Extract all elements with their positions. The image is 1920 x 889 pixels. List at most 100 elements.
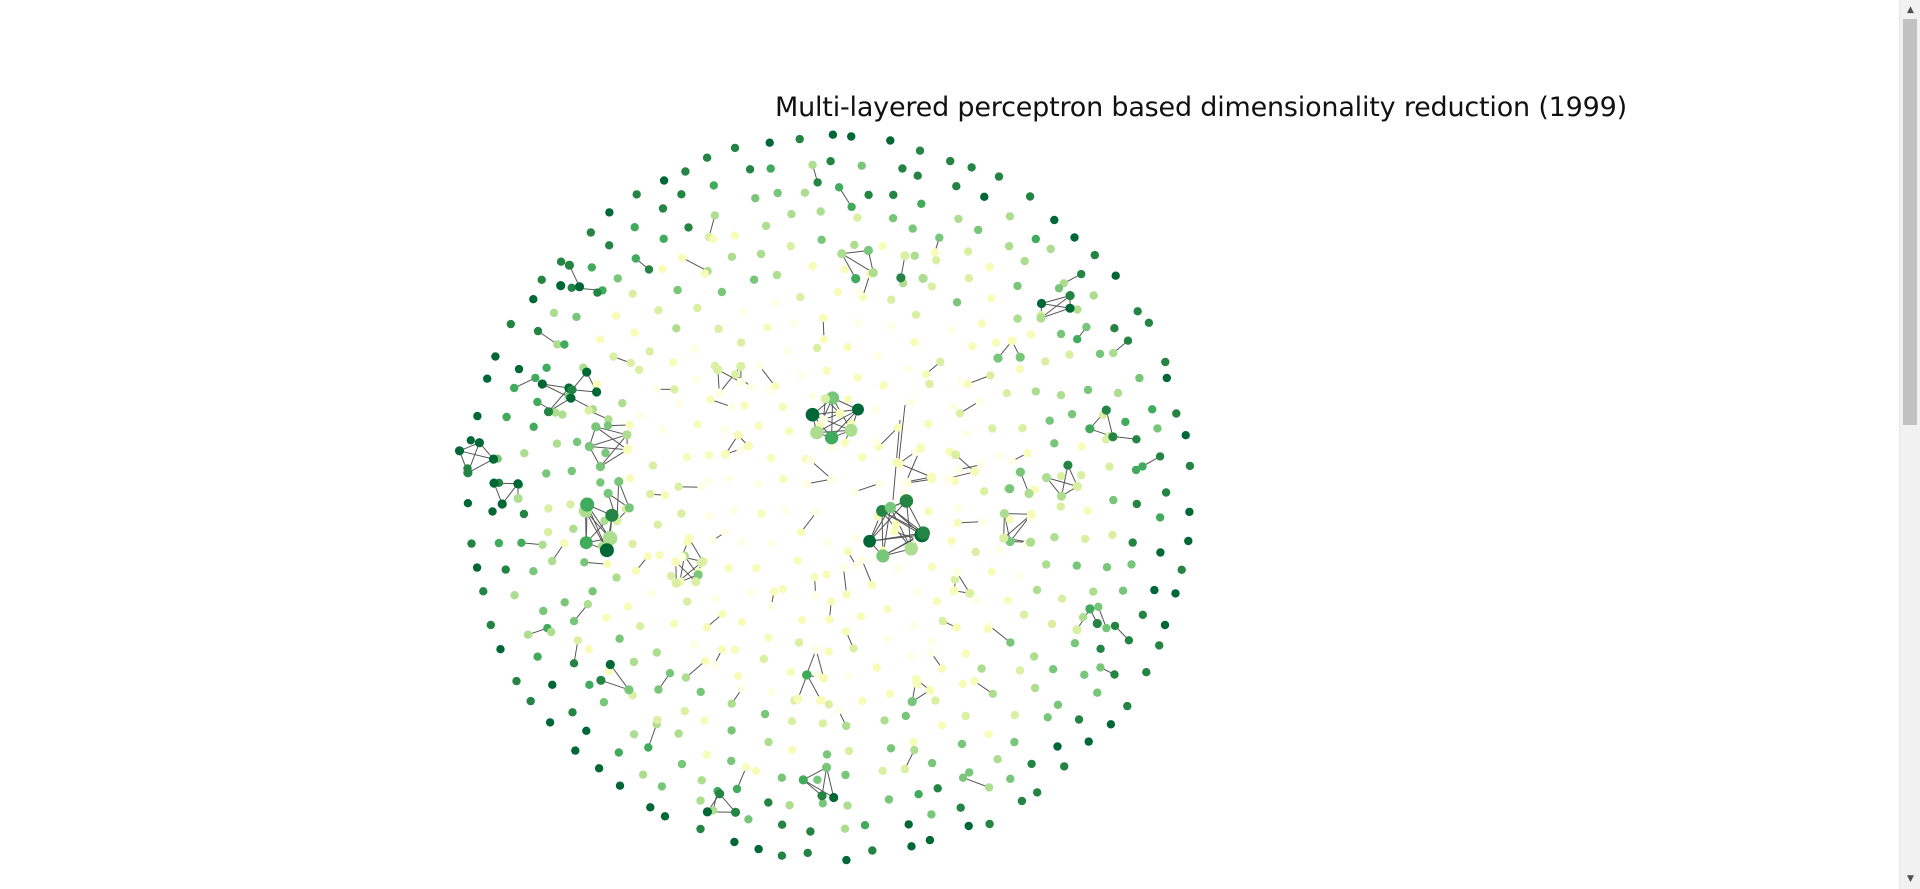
graph-node-414[interactable] bbox=[947, 325, 957, 334]
graph-node-206[interactable] bbox=[1094, 602, 1103, 611]
graph-node-280[interactable] bbox=[1109, 495, 1118, 505]
graph-node-89[interactable] bbox=[857, 161, 866, 170]
graph-node-736[interactable] bbox=[454, 446, 465, 456]
graph-node-403[interactable] bbox=[727, 699, 736, 708]
graph-node-225[interactable] bbox=[677, 759, 687, 769]
graph-node-587[interactable] bbox=[736, 445, 745, 455]
graph-node-625[interactable] bbox=[736, 377, 746, 387]
graph-node-330[interactable] bbox=[1026, 330, 1036, 339]
graph-node-463[interactable] bbox=[718, 609, 727, 619]
graph-node-200[interactable] bbox=[1132, 435, 1141, 444]
graph-node-75[interactable] bbox=[549, 308, 559, 318]
graph-node-389[interactable] bbox=[1019, 610, 1029, 619]
graph-node-60[interactable] bbox=[646, 803, 655, 812]
graph-node-404[interactable] bbox=[696, 687, 705, 697]
graph-node-728[interactable] bbox=[817, 791, 827, 801]
graph-node-469[interactable] bbox=[660, 491, 670, 500]
graph-node-88[interactable] bbox=[826, 157, 835, 166]
graph-node-593[interactable] bbox=[757, 509, 766, 518]
graph-node-180[interactable] bbox=[751, 194, 760, 203]
graph-node-426[interactable] bbox=[1003, 596, 1012, 605]
graph-node-119[interactable] bbox=[1053, 742, 1062, 751]
graph-node-607[interactable] bbox=[822, 570, 831, 579]
graph-node-94[interactable] bbox=[1005, 212, 1015, 221]
graph-node-112[interactable] bbox=[1138, 610, 1148, 619]
graph-node-631[interactable] bbox=[603, 488, 613, 498]
graph-node-735[interactable] bbox=[463, 468, 473, 478]
graph-node-747[interactable] bbox=[567, 385, 577, 395]
graph-node-216[interactable] bbox=[914, 790, 923, 799]
graph-node-205[interactable] bbox=[1118, 586, 1128, 595]
graph-node-545[interactable] bbox=[913, 587, 922, 597]
graph-node-150[interactable] bbox=[502, 412, 511, 422]
graph-node-513[interactable] bbox=[794, 638, 804, 647]
graph-node-677[interactable] bbox=[999, 508, 1010, 519]
graph-node-634[interactable] bbox=[599, 543, 614, 558]
graph-node-30[interactable] bbox=[1161, 357, 1170, 367]
graph-node-54[interactable] bbox=[803, 848, 812, 858]
graph-node-307[interactable] bbox=[566, 500, 575, 509]
graph-node-381[interactable] bbox=[1031, 387, 1041, 396]
graph-node-685[interactable] bbox=[1065, 291, 1075, 301]
graph-node-14[interactable] bbox=[765, 138, 774, 147]
graph-node-82[interactable] bbox=[677, 190, 686, 199]
graph-node-468[interactable] bbox=[653, 520, 662, 529]
graph-node-111[interactable] bbox=[1150, 585, 1159, 595]
graph-node-209[interactable] bbox=[1080, 670, 1089, 679]
graph-node-550[interactable] bbox=[797, 616, 807, 625]
graph-node-514[interactable] bbox=[764, 633, 773, 642]
graph-node-55[interactable] bbox=[777, 851, 787, 860]
graph-node-618[interactable] bbox=[875, 479, 884, 488]
graph-node-485[interactable] bbox=[936, 357, 945, 367]
graph-node-478[interactable] bbox=[789, 319, 799, 328]
graph-node-543[interactable] bbox=[947, 536, 956, 545]
graph-node-167[interactable] bbox=[551, 408, 560, 417]
graph-node-479[interactable] bbox=[819, 335, 829, 344]
graph-node-580[interactable] bbox=[810, 572, 819, 582]
graph-node-96[interactable] bbox=[1046, 244, 1055, 254]
graph-node-583[interactable] bbox=[752, 563, 761, 573]
graph-node-255[interactable] bbox=[612, 311, 621, 320]
graph-node-616[interactable] bbox=[857, 453, 867, 462]
graph-node-231[interactable] bbox=[813, 775, 822, 784]
graph-node-302[interactable] bbox=[602, 613, 611, 622]
graph-node-398[interactable] bbox=[842, 721, 851, 731]
graph-node-360[interactable] bbox=[601, 448, 610, 458]
graph-node-344[interactable] bbox=[988, 689, 997, 698]
graph-node-382[interactable] bbox=[1045, 416, 1054, 425]
graph-node-324[interactable] bbox=[878, 241, 887, 251]
graph-node-100[interactable] bbox=[1110, 324, 1119, 333]
graph-node-80[interactable] bbox=[630, 223, 639, 232]
graph-node-416[interactable] bbox=[963, 379, 972, 389]
graph-node-521[interactable] bbox=[674, 482, 683, 491]
graph-node-125[interactable] bbox=[927, 810, 936, 819]
graph-node-495[interactable] bbox=[972, 596, 981, 605]
graph-node-74[interactable] bbox=[466, 436, 475, 445]
graph-node-673[interactable] bbox=[1063, 460, 1073, 470]
graph-node-69[interactable] bbox=[479, 587, 488, 596]
graph-node-181[interactable] bbox=[773, 188, 782, 198]
graph-node-551[interactable] bbox=[769, 587, 779, 596]
graph-node-712[interactable] bbox=[965, 588, 975, 598]
graph-node-676[interactable] bbox=[999, 533, 1009, 543]
graph-node-354[interactable] bbox=[635, 622, 645, 631]
graph-node-522[interactable] bbox=[682, 453, 692, 462]
graph-node-128[interactable] bbox=[840, 824, 850, 833]
graph-node-738[interactable] bbox=[816, 695, 826, 705]
graph-node-621[interactable] bbox=[566, 393, 576, 403]
graph-node-606[interactable] bbox=[852, 561, 861, 570]
graph-node-67[interactable] bbox=[496, 645, 505, 654]
graph-node-41[interactable] bbox=[1142, 668, 1151, 677]
graph-node-568[interactable] bbox=[893, 423, 902, 432]
graph-node-506[interactable] bbox=[950, 575, 960, 584]
graph-node-456[interactable] bbox=[906, 652, 915, 661]
graph-node-406[interactable] bbox=[681, 673, 691, 682]
graph-node-520[interactable] bbox=[697, 483, 706, 492]
graph-node-77[interactable] bbox=[567, 283, 576, 292]
graph-node-733[interactable] bbox=[564, 260, 575, 270]
graph-node-546[interactable] bbox=[883, 604, 892, 614]
graph-node-287[interactable] bbox=[1030, 683, 1040, 693]
graph-node-379[interactable] bbox=[992, 338, 1001, 347]
graph-node-173[interactable] bbox=[613, 274, 622, 283]
